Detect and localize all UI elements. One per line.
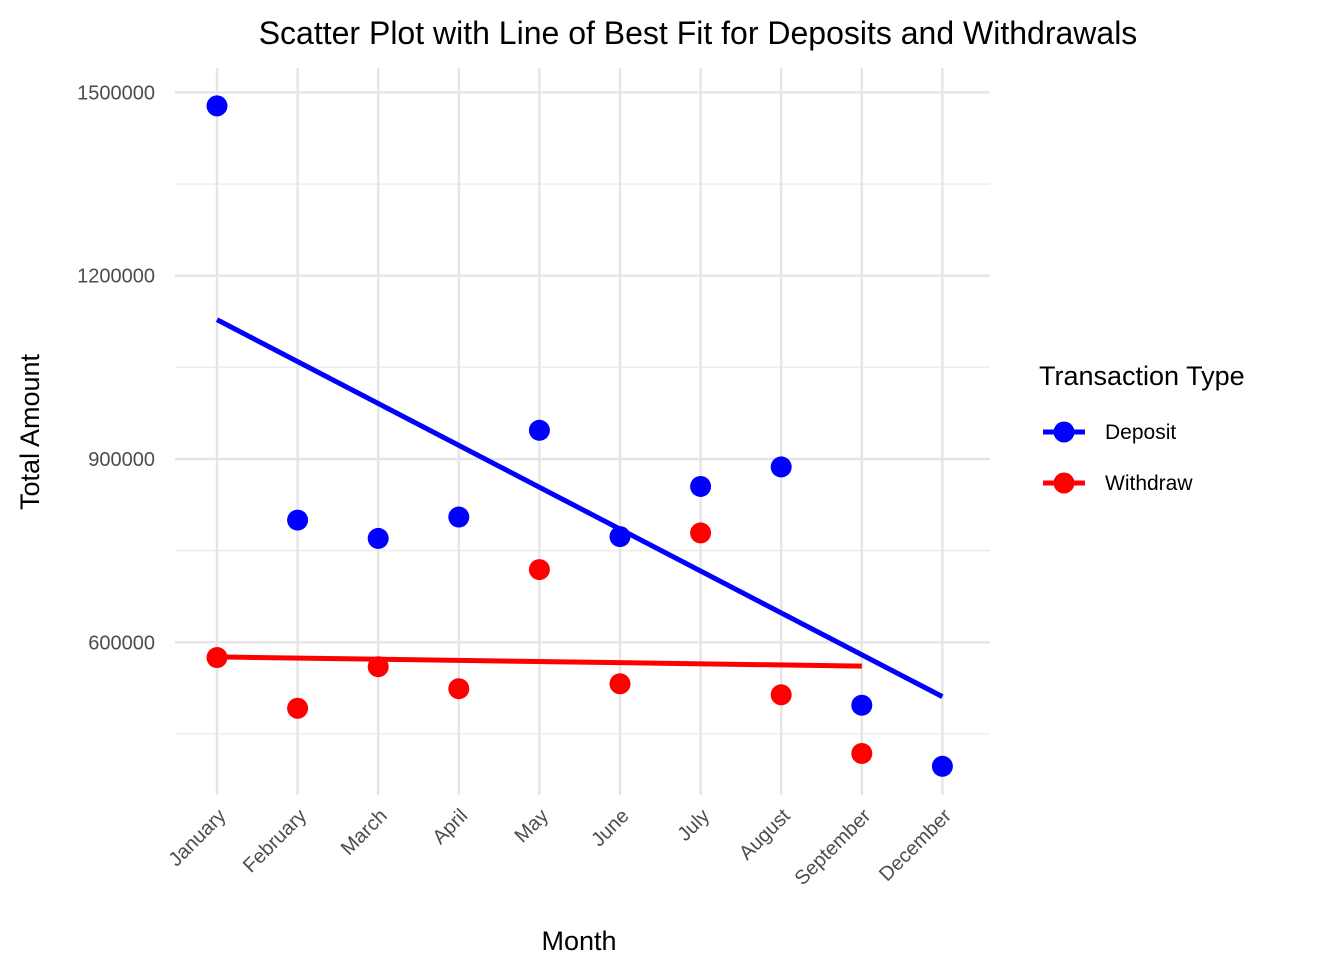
x-tick-label: May: [511, 805, 553, 847]
withdraw-point: [287, 697, 309, 719]
withdraw-point: [851, 742, 873, 764]
fit-line-withdraw: [216, 654, 862, 669]
x-tick-label: February: [239, 805, 311, 877]
data-points: [206, 95, 953, 777]
x-tick-label: January: [165, 805, 231, 871]
y-tick-label: 600000: [88, 632, 155, 654]
withdraw-point: [367, 656, 389, 678]
withdraw-point: [690, 522, 712, 544]
deposit-point: [770, 456, 792, 478]
x-tick-label: September: [791, 805, 876, 890]
x-tick-label: August: [735, 805, 795, 865]
x-tick-label: December: [875, 805, 956, 886]
x-axis-ticks: January February March April May June July Augu…: [165, 805, 957, 890]
legend-label: Withdraw: [1105, 472, 1193, 495]
y-tick-label: 1200000: [77, 266, 155, 288]
x-tick-label: March: [337, 805, 392, 860]
legend-label: Deposit: [1105, 421, 1176, 444]
deposit-point: [367, 527, 389, 549]
legend-key-marker: [1053, 421, 1075, 443]
legend-title: Transaction Type: [1039, 361, 1245, 391]
legend-entry-deposit: Deposit: [1043, 421, 1176, 444]
legend-entry-withdraw: Withdraw: [1043, 472, 1193, 495]
y-axis-ticks: 600000 900000 1200000 1500000: [77, 82, 155, 654]
x-tick-label: June: [587, 805, 633, 851]
y-tick-label: 900000: [88, 449, 155, 471]
deposit-point: [931, 755, 953, 777]
legend-key-marker: [1053, 472, 1075, 494]
deposit-point: [609, 526, 631, 548]
fit-line-deposit: [215, 317, 944, 699]
legend-entries: Deposit Withdraw: [1043, 421, 1193, 495]
withdraw-point: [448, 678, 470, 700]
withdraw-point: [206, 647, 228, 669]
y-tick-label: 1500000: [77, 82, 155, 104]
deposit-point: [690, 475, 712, 497]
best-fit-lines: [215, 317, 944, 699]
withdraw-point: [528, 559, 550, 581]
deposit-point: [287, 509, 309, 531]
legend: Transaction Type Deposit Withdraw: [1039, 361, 1245, 495]
deposit-point: [206, 95, 228, 117]
y-axis-title: Total Amount: [15, 353, 45, 510]
x-tick-label: July: [673, 805, 714, 846]
withdraw-point: [770, 684, 792, 706]
plot-grid: [175, 68, 990, 795]
deposit-point: [448, 506, 470, 528]
deposit-point: [528, 419, 550, 441]
withdraw-point: [609, 673, 631, 695]
x-axis-title: Month: [541, 926, 616, 956]
x-tick-label: April: [428, 805, 472, 849]
deposit-point: [851, 694, 873, 716]
chart-title: Scatter Plot with Line of Best Fit for D…: [259, 15, 1138, 51]
